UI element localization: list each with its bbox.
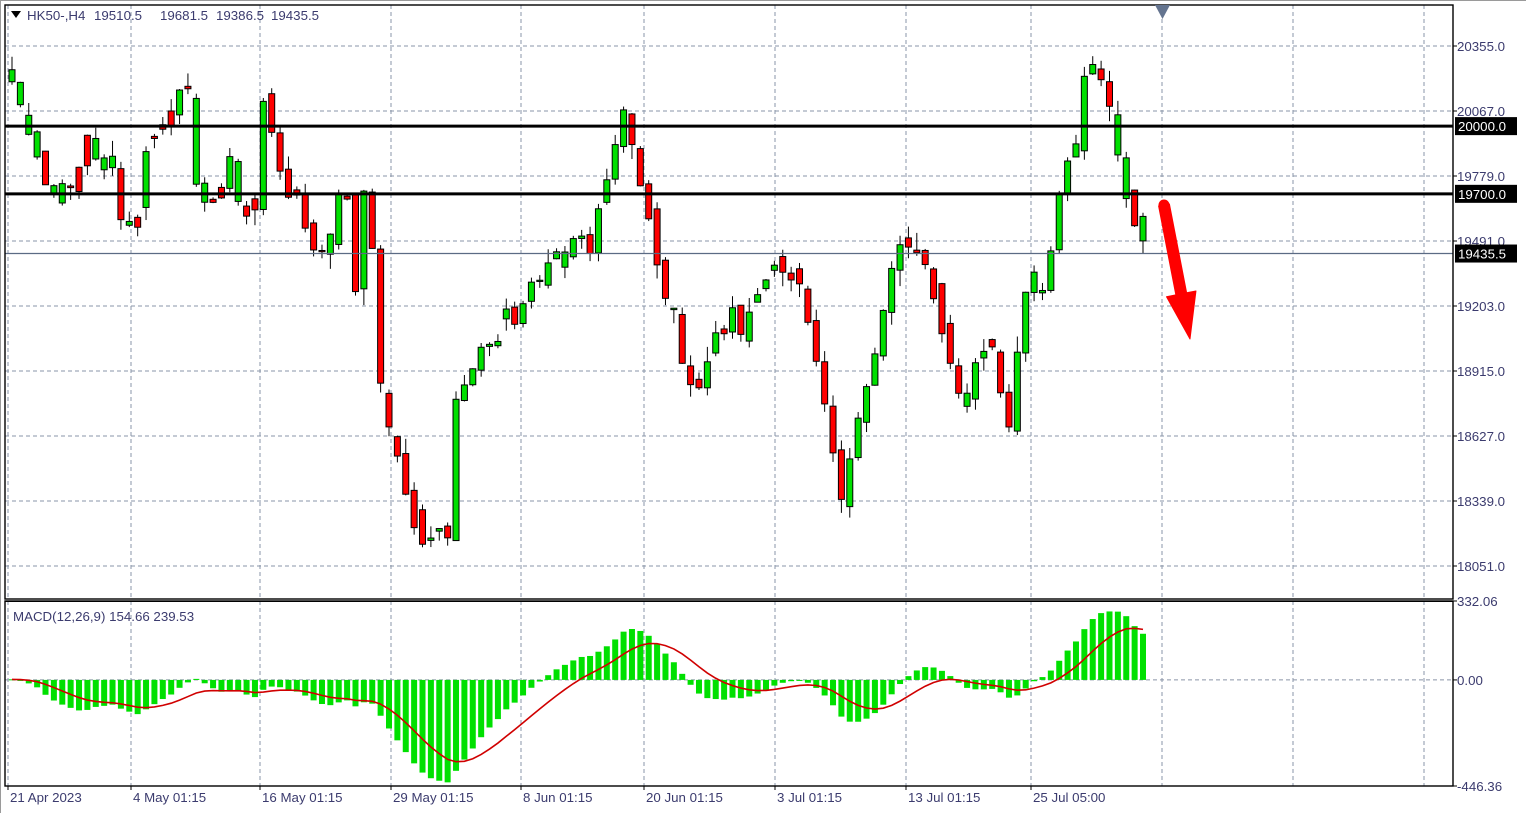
svg-text:18339.0: 18339.0 [1457, 494, 1505, 509]
svg-text:20355.0: 20355.0 [1457, 39, 1505, 54]
svg-text:4 May 01:15: 4 May 01:15 [133, 790, 206, 805]
svg-text:20067.0: 20067.0 [1457, 104, 1505, 119]
svg-text:0.00: 0.00 [1457, 673, 1483, 688]
svg-text:8 Jun 01:15: 8 Jun 01:15 [523, 790, 593, 805]
svg-text:19435.5: 19435.5 [1458, 247, 1506, 262]
svg-text:13 Jul 01:15: 13 Jul 01:15 [908, 790, 980, 805]
svg-text:18915.0: 18915.0 [1457, 364, 1505, 379]
svg-text:16 May 01:15: 16 May 01:15 [262, 790, 343, 805]
svg-text:19203.0: 19203.0 [1457, 299, 1505, 314]
svg-text:21 Apr 2023: 21 Apr 2023 [10, 790, 82, 805]
svg-text:19779.0: 19779.0 [1457, 169, 1505, 184]
svg-text:18051.0: 18051.0 [1457, 559, 1505, 574]
svg-text:19386.5: 19386.5 [216, 8, 264, 23]
svg-text:19681.5: 19681.5 [160, 8, 208, 23]
svg-text:20000.0: 20000.0 [1458, 119, 1506, 134]
svg-text:332.06: 332.06 [1457, 594, 1498, 609]
svg-text:19510.5: 19510.5 [94, 8, 142, 23]
svg-text:-446.36: -446.36 [1457, 779, 1502, 794]
svg-text:29 May 01:15: 29 May 01:15 [393, 790, 474, 805]
svg-text:25 Jul 05:00: 25 Jul 05:00 [1033, 790, 1105, 805]
svg-text:MACD(12,26,9) 154.66 239.53: MACD(12,26,9) 154.66 239.53 [13, 609, 194, 624]
svg-text:HK50-,H4: HK50-,H4 [27, 8, 85, 23]
svg-text:20 Jun 01:15: 20 Jun 01:15 [646, 790, 723, 805]
svg-text:3 Jul 01:15: 3 Jul 01:15 [777, 790, 842, 805]
svg-text:19700.0: 19700.0 [1458, 187, 1506, 202]
svg-text:18627.0: 18627.0 [1457, 429, 1505, 444]
svg-text:19435.5: 19435.5 [271, 8, 319, 23]
